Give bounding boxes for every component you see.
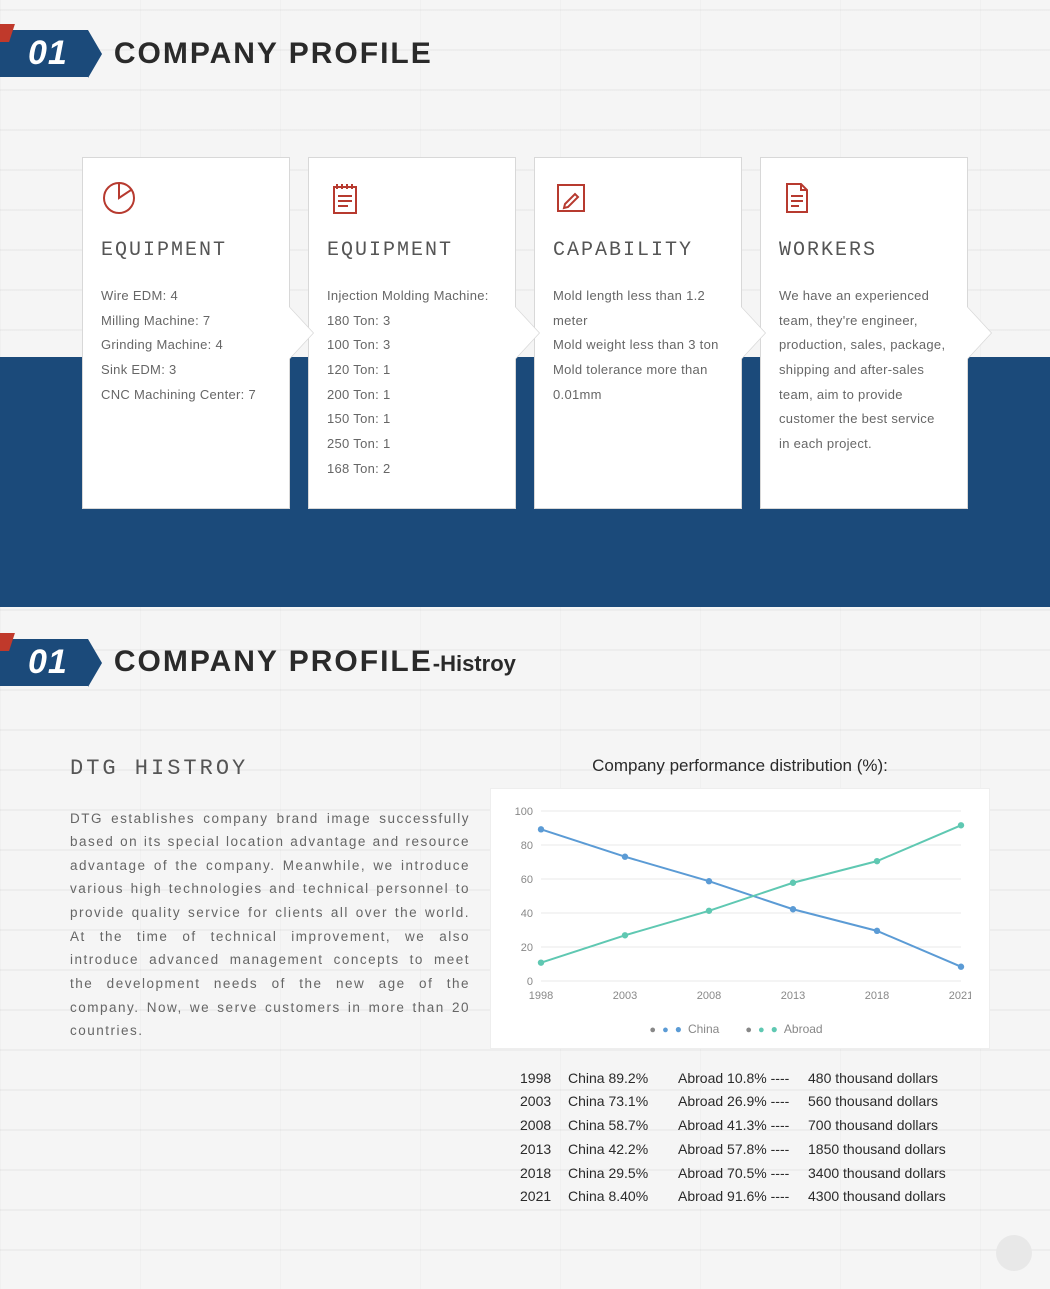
svg-text:2013: 2013 <box>781 990 805 1002</box>
history-body: DTG establishes company brand image succ… <box>70 807 470 1043</box>
card-title: CAPABILITY <box>553 239 723 262</box>
profile-card: EQUIPMENT Wire EDM: 4Milling Machine: 7Gr… <box>82 157 290 509</box>
card-title: WORKERS <box>779 239 949 262</box>
legend-item: ●China <box>649 1022 719 1036</box>
svg-text:2003: 2003 <box>613 990 637 1002</box>
svg-text:1998: 1998 <box>529 990 553 1002</box>
history-chart-col: Company performance distribution (%): 0 2… <box>490 756 990 1210</box>
svg-text:2008: 2008 <box>697 990 721 1002</box>
history-heading: DTG HISTROY <box>70 756 470 781</box>
scroll-top-button[interactable] <box>996 1235 1032 1271</box>
card-title: EQUIPMENT <box>327 239 497 262</box>
card-body: Injection Molding Machine:180 Ton: 3100 … <box>327 284 497 482</box>
card-body: Mold length less than 1.2 meterMold weig… <box>553 284 723 407</box>
section-badge: 01 <box>0 30 88 77</box>
chart-data-row: 2021China 8.40%Abroad 91.6% ----4300 tho… <box>520 1185 990 1209</box>
svg-text:60: 60 <box>521 874 533 886</box>
svg-text:2018: 2018 <box>865 990 889 1002</box>
section-badge: 01 <box>0 639 88 686</box>
svg-text:100: 100 <box>515 806 533 818</box>
card-title: EQUIPMENT <box>101 239 271 262</box>
section-header-1: 01 COMPANY PROFILE <box>0 0 1050 97</box>
document-icon <box>779 180 949 221</box>
profile-cards-wrap: EQUIPMENT Wire EDM: 4Milling Machine: 7Gr… <box>0 97 1050 609</box>
pencil-square-icon <box>553 180 723 221</box>
notepad-icon <box>327 180 497 221</box>
cards-row: EQUIPMENT Wire EDM: 4Milling Machine: 7Gr… <box>0 157 1050 509</box>
legend-item: ●Abroad <box>745 1022 822 1036</box>
chart-data-row: 1998China 89.2%Abroad 10.8% ----480 thou… <box>520 1067 990 1091</box>
chart-data-row: 2003China 73.1%Abroad 26.9% ----560 thou… <box>520 1090 990 1114</box>
section-title: COMPANY PROFILE <box>114 37 433 71</box>
chart-box: 0 20 40 60 80 100 1998 2003 2008 2013 2018 2021 ●Ch… <box>490 788 990 1049</box>
svg-text:2021: 2021 <box>949 990 971 1002</box>
profile-card: EQUIPMENT Injection Molding Machine:180 T… <box>308 157 516 509</box>
history-text: DTG HISTROY DTG establishes company bran… <box>70 756 470 1210</box>
svg-text:0: 0 <box>527 976 533 988</box>
chart-data-row: 2013China 42.2%Abroad 57.8% ----1850 tho… <box>520 1138 990 1162</box>
svg-text:20: 20 <box>521 942 533 954</box>
section-header-2: 01 COMPANY PROFILE -Histroy <box>0 609 1050 706</box>
svg-text:40: 40 <box>521 908 533 920</box>
history-section: DTG HISTROY DTG establishes company bran… <box>0 706 1050 1250</box>
card-body: We have an experienced team, they're eng… <box>779 284 949 457</box>
chart-legend: ●China ●Abroad <box>501 1022 971 1036</box>
chart-title: Company performance distribution (%): <box>490 756 990 776</box>
section-title: COMPANY PROFILE <box>114 645 433 679</box>
pie-chart-icon <box>101 180 271 221</box>
performance-chart: 0 20 40 60 80 100 1998 2003 2008 2013 2018 2021 <box>501 803 971 1007</box>
svg-text:80: 80 <box>521 840 533 852</box>
card-body: Wire EDM: 4Milling Machine: 7Grinding Ma… <box>101 284 271 407</box>
profile-card: WORKERS We have an experienced team, they… <box>760 157 968 509</box>
chart-data-row: 2008China 58.7%Abroad 41.3% ----700 thou… <box>520 1114 990 1138</box>
section-subtitle: -Histroy <box>433 651 516 677</box>
profile-card: CAPABILITY Mold length less than 1.2 mete… <box>534 157 742 509</box>
chart-data-rows: 1998China 89.2%Abroad 10.8% ----480 thou… <box>490 1067 990 1210</box>
